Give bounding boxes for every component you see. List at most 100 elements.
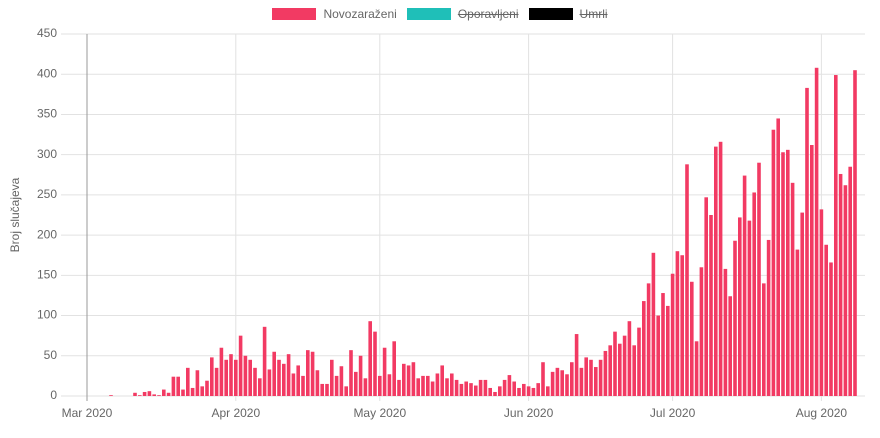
x-tick-label: May 2020 [353, 406, 406, 420]
bar [555, 367, 560, 396]
legend-swatch [406, 8, 451, 20]
bar [368, 321, 372, 396]
bar [814, 67, 819, 396]
bar [781, 152, 785, 396]
bar [766, 239, 771, 396]
legend-item: Umrli [528, 6, 608, 22]
bar [224, 359, 228, 396]
bar [310, 351, 315, 396]
bar [478, 379, 483, 396]
bar [522, 383, 526, 396]
y-tick-label: 300 [37, 147, 57, 161]
bar [358, 355, 363, 396]
x-tick-label: Mar 2020 [62, 406, 113, 420]
x-tick-label: Jun 2020 [504, 406, 554, 420]
bar [675, 251, 680, 396]
legend-label: Novozaraženi [323, 7, 397, 21]
bar [526, 386, 531, 396]
bar [584, 357, 588, 396]
bar [728, 296, 732, 396]
bar [483, 379, 488, 396]
bar [699, 267, 704, 396]
y-tick-label: 100 [37, 308, 57, 322]
bar [234, 359, 238, 396]
bar [229, 354, 233, 396]
bar [306, 350, 310, 396]
bar [810, 145, 814, 396]
bar [752, 192, 756, 396]
bar [637, 327, 641, 396]
bar [334, 375, 339, 396]
bar [373, 331, 377, 396]
y-axis-label: Broj slučajeva [8, 177, 22, 252]
bar [296, 365, 300, 396]
bar [411, 362, 416, 396]
bar [190, 387, 195, 396]
legend-item: Novozaraženi [272, 6, 397, 22]
bar [330, 359, 334, 396]
bar [267, 369, 272, 396]
bar [709, 215, 713, 396]
bar [546, 386, 550, 396]
bar [618, 343, 622, 396]
bar [742, 175, 747, 396]
x-tick-label: Apr 2020 [211, 406, 260, 420]
y-tick-label: 450 [37, 26, 57, 40]
bar [714, 146, 718, 396]
bar [843, 185, 848, 396]
bar [387, 374, 392, 396]
bar [757, 162, 761, 396]
y-tick-label: 200 [37, 227, 57, 241]
bar [382, 347, 387, 396]
bar [829, 262, 833, 396]
bar [214, 367, 219, 396]
bar [315, 370, 320, 396]
bar [560, 370, 564, 396]
legend-swatch [528, 8, 573, 20]
bar [589, 359, 593, 396]
bar [416, 378, 420, 396]
bar [243, 355, 248, 396]
bar [454, 379, 459, 396]
bar [262, 326, 267, 396]
bar [474, 385, 478, 396]
bar [603, 350, 608, 396]
bar [771, 129, 776, 396]
bar [541, 362, 545, 396]
bar [253, 367, 257, 396]
bar [142, 391, 147, 396]
legend-label: Umrli [579, 7, 608, 21]
bar [723, 268, 728, 396]
bar [464, 381, 468, 396]
bar [661, 293, 665, 396]
legend-item: Oporavljeni [406, 6, 519, 22]
bar [819, 209, 824, 396]
bar [786, 149, 790, 396]
bar [733, 240, 737, 396]
y-tick-label: 400 [37, 66, 57, 80]
bar [838, 173, 843, 396]
bar [210, 357, 214, 396]
bar [718, 141, 723, 396]
bar [656, 315, 660, 396]
bar [824, 244, 828, 396]
bar [301, 375, 305, 396]
bar [680, 255, 684, 396]
bar [776, 118, 780, 396]
bar [646, 283, 651, 396]
bar [195, 370, 200, 396]
bar [272, 351, 276, 396]
bar [790, 182, 795, 396]
bar [632, 345, 636, 396]
bar [848, 166, 852, 396]
bar [694, 341, 699, 396]
bar [349, 350, 353, 396]
bar [291, 373, 296, 396]
y-tick-label: 0 [50, 388, 57, 402]
bar [795, 249, 800, 396]
bar [459, 383, 464, 396]
bar [397, 379, 401, 396]
bar [181, 389, 185, 396]
